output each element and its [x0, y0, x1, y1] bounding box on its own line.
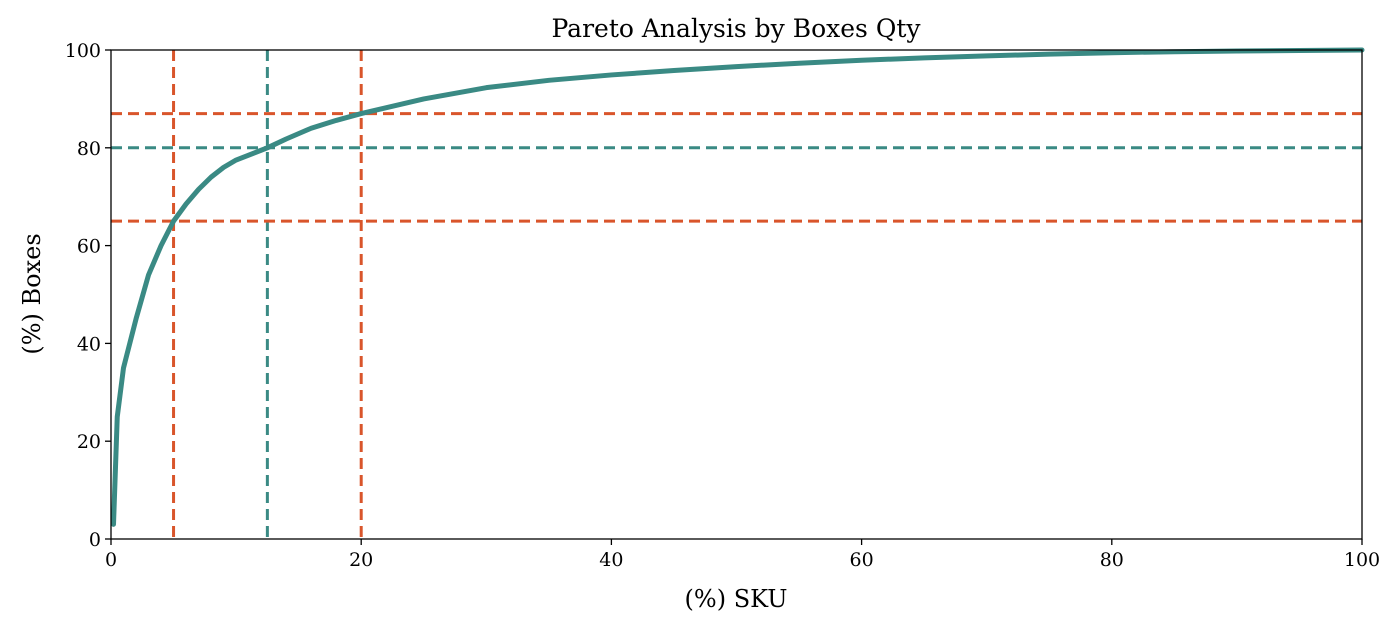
series-layer: [111, 47, 1365, 527]
x-tick-label: 60: [850, 549, 874, 571]
reference-lines: [111, 50, 1362, 539]
x-tick-label: 0: [105, 549, 117, 571]
y-tick-label: 40: [77, 333, 101, 355]
y-axis-label: (%) Boxes: [18, 233, 46, 354]
x-axis-label: (%) SKU: [685, 585, 788, 613]
x-tick-label: 80: [1100, 549, 1124, 571]
y-tick-label: 100: [65, 40, 101, 62]
plot-frame: [110, 49, 1363, 540]
y-tick-label: 0: [89, 529, 101, 551]
x-tick-label: 100: [1344, 549, 1380, 571]
x-tick-label: 20: [349, 549, 373, 571]
chart-title: Pareto Analysis by Boxes Qty: [551, 14, 921, 43]
series-line-0: [111, 47, 1365, 527]
x-axis-ticks: 0 20 40 60 80 100: [105, 539, 1380, 571]
y-tick-label: 20: [77, 431, 101, 453]
y-tick-label: 60: [77, 236, 101, 258]
y-axis-ticks: 0 20 40 60 80 100: [65, 40, 111, 551]
x-tick-label: 40: [599, 549, 623, 571]
y-tick-label: 80: [77, 138, 101, 160]
